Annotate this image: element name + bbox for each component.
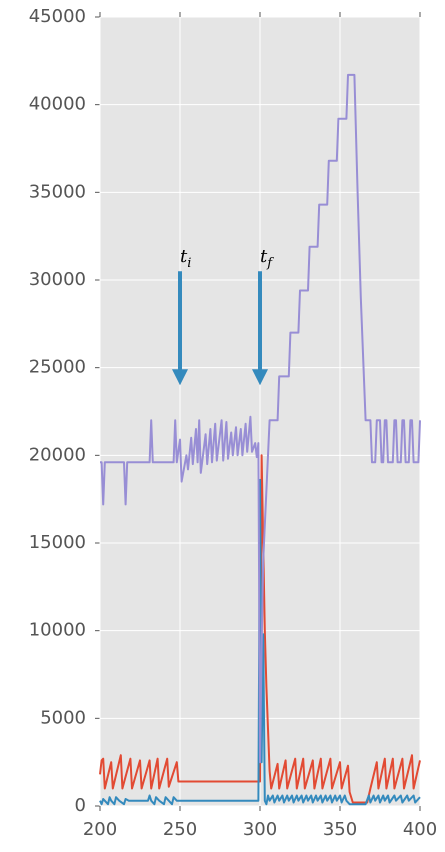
y-tick-label: 45000 <box>29 6 86 27</box>
annotation-label-sub: f <box>266 256 274 271</box>
y-tick-label: 35000 <box>29 181 86 202</box>
y-tick-label: 5000 <box>40 707 86 728</box>
annotation-label: tf <box>260 246 274 271</box>
annotation-arrowhead <box>172 369 188 386</box>
y-tick-label: 40000 <box>29 94 86 115</box>
annotation-label-sub: i <box>187 256 191 271</box>
y-tick-label: 30000 <box>29 269 86 290</box>
x-tick-label: 350 <box>323 819 357 840</box>
y-tick-label: 25000 <box>29 357 86 378</box>
y-tick-label: 10000 <box>29 620 86 641</box>
x-tick-label: 200 <box>83 819 117 840</box>
y-tick-label: 20000 <box>29 444 86 465</box>
series-line <box>99 454 421 804</box>
x-tick-label: 400 <box>403 819 437 840</box>
series-line <box>100 73 421 764</box>
y-tick-label: 15000 <box>29 532 86 553</box>
x-tick-label: 250 <box>163 819 197 840</box>
annotation-label: ti <box>180 246 191 271</box>
x-tick-label: 300 <box>243 819 277 840</box>
annotation-arrowhead <box>252 369 268 386</box>
annotation-label-main: t <box>260 246 268 267</box>
annotation-label-main: t <box>180 246 188 267</box>
series-line <box>99 478 421 806</box>
y-tick-label: 0 <box>75 795 86 816</box>
